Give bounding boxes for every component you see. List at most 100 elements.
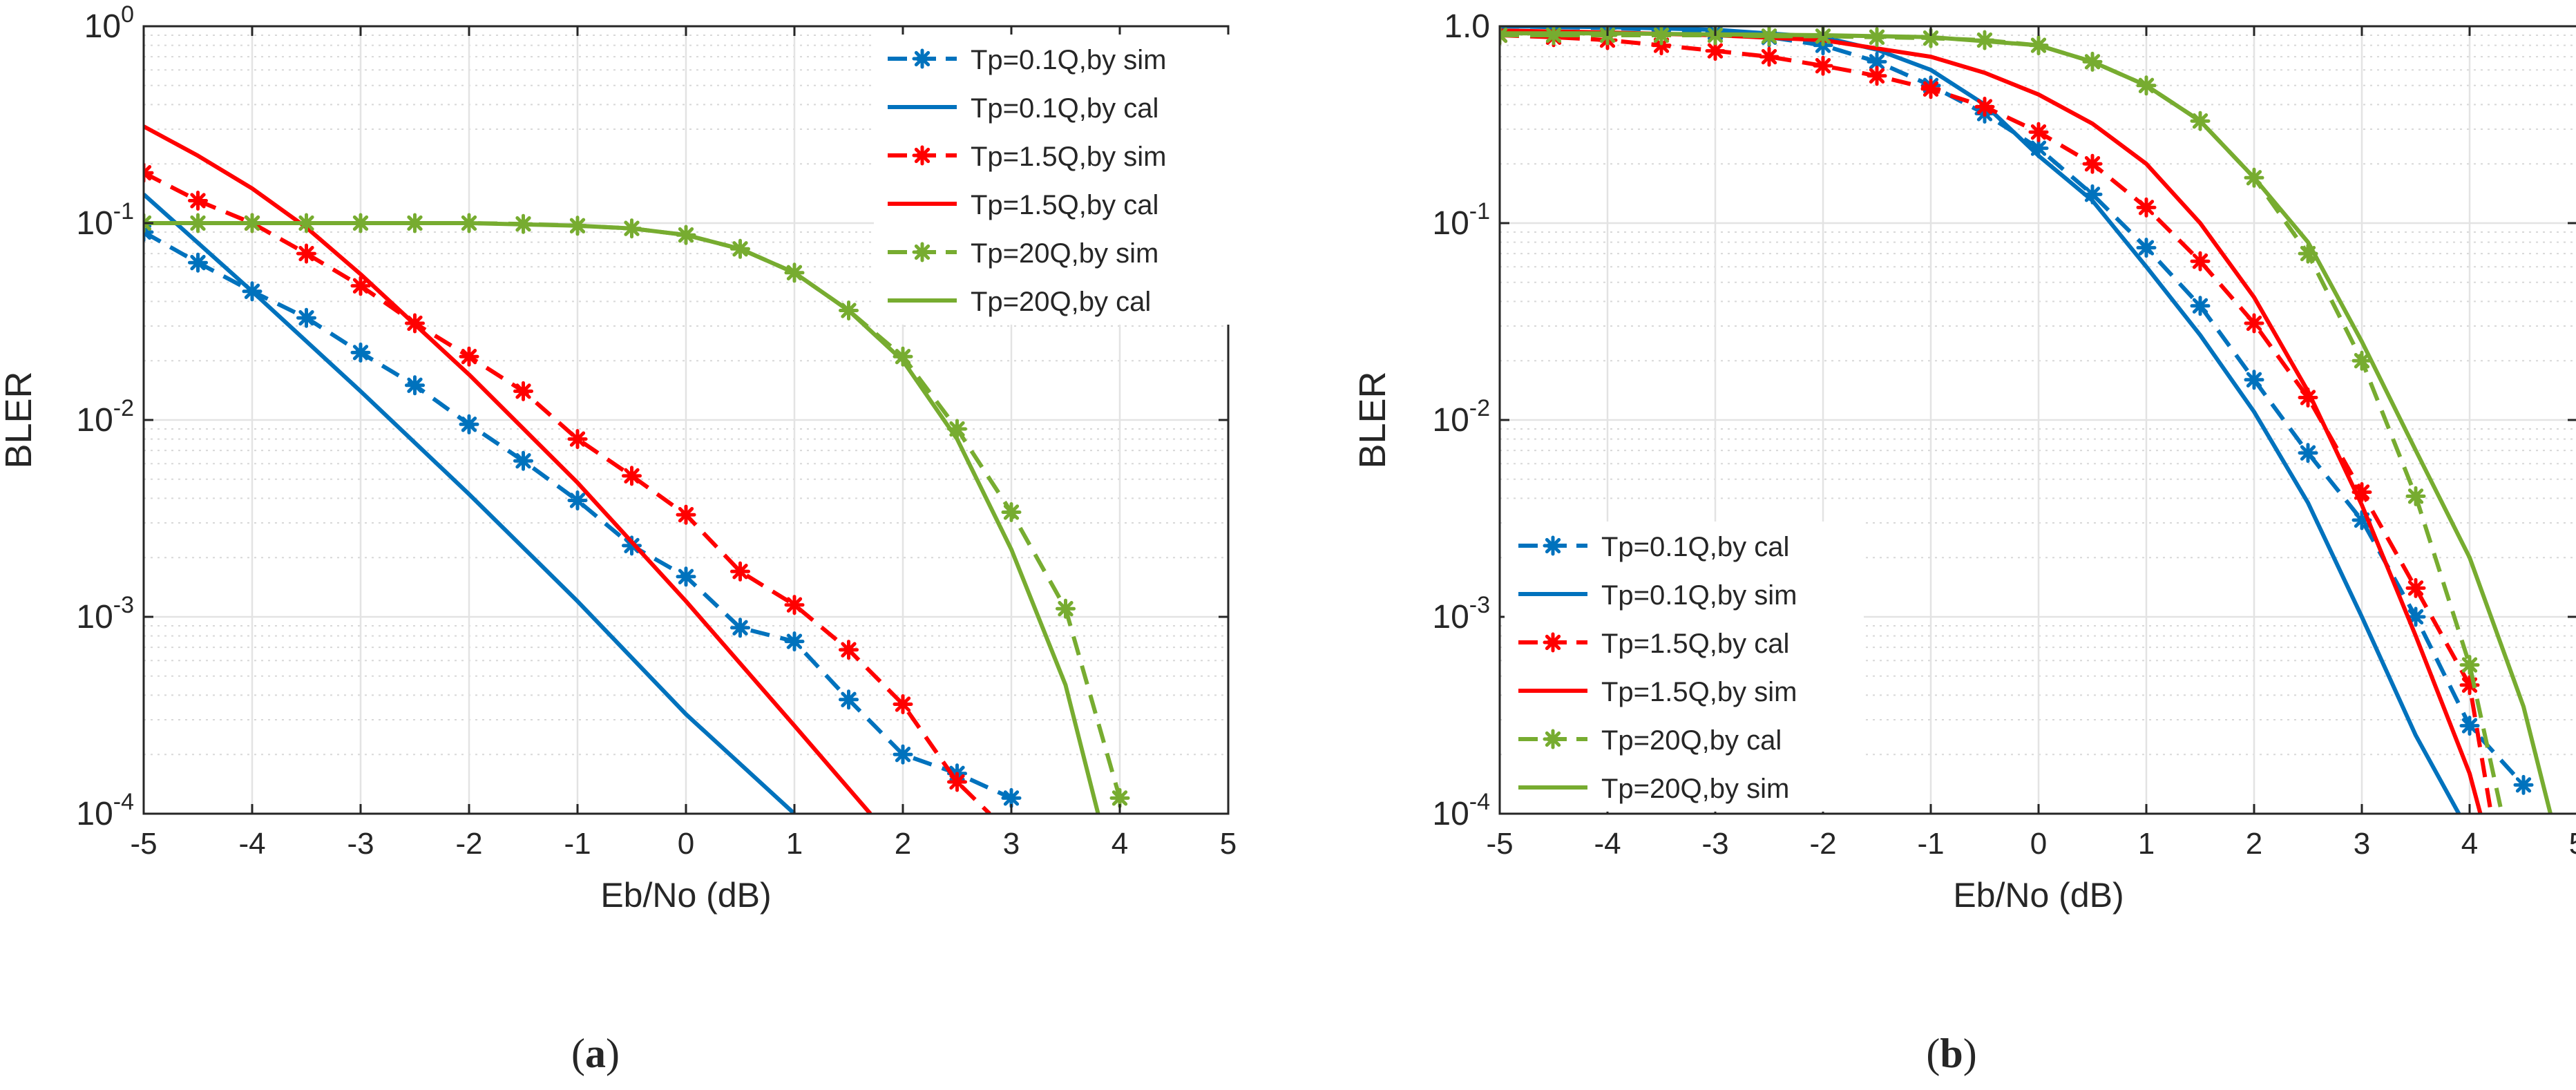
x-tick-label: 0 [678, 827, 694, 861]
data-point [2459, 655, 2480, 676]
data-point [2459, 716, 2480, 736]
data-point [1759, 46, 1780, 67]
legend-label-5: Tp=20Q,by sim [1601, 774, 1789, 804]
data-point [2405, 486, 2426, 506]
data-point [2405, 577, 2426, 598]
x-tick-label: -2 [1809, 827, 1836, 861]
data-point [405, 375, 425, 396]
data-point [513, 381, 533, 401]
x-tick-label: -5 [1486, 827, 1513, 861]
panel-caption: (a) [571, 1031, 620, 1076]
x-tick-label: -1 [564, 827, 591, 861]
data-point [2190, 296, 2211, 316]
legend-label-5: Tp=20Q,by cal [971, 287, 1151, 317]
data-point [839, 640, 859, 660]
data-point [1813, 55, 1833, 76]
y-axis-label: BLER [0, 371, 39, 468]
y-tick-label: 10-2 [76, 395, 134, 439]
x-tick-label: 1 [2138, 827, 2155, 861]
data-point [1001, 502, 1022, 522]
legend-label-2: Tp=1.5Q,by sim [971, 142, 1166, 172]
x-tick-label: 4 [2461, 827, 2478, 861]
x-tick-label: 1 [786, 827, 803, 861]
data-point [1867, 66, 1887, 86]
y-tick-label: 10-1 [76, 198, 134, 242]
legend-marker [1543, 535, 1563, 556]
data-point [730, 561, 750, 582]
data-point [296, 243, 316, 264]
data-point [567, 490, 588, 510]
data-point [676, 566, 696, 587]
series-line-2 [144, 171, 991, 814]
legend-marker [1543, 729, 1563, 749]
data-point [2244, 313, 2264, 334]
panel-caption: (b) [1926, 1031, 1976, 1076]
legend-marker [912, 242, 933, 262]
x-tick-label: 2 [895, 827, 911, 861]
series-line-0 [144, 230, 1013, 801]
y-tick-label: 10-4 [76, 789, 134, 832]
x-tick-label: -1 [1917, 827, 1944, 861]
x-tick-label: -2 [455, 827, 482, 861]
legend: Tp=0.1Q,by cal Tp=0.1Q,by sim Tp=1.5Q,by c… [1505, 522, 1864, 812]
data-point [676, 504, 696, 525]
data-point [2351, 350, 2372, 371]
data-point [296, 307, 316, 328]
series-group [1500, 26, 2553, 814]
data-point [2244, 370, 2264, 390]
legend-label-3: Tp=1.5Q,by sim [1601, 677, 1797, 707]
data-point [188, 252, 208, 273]
legend-label-0: Tp=0.1Q,by sim [971, 45, 1166, 75]
legend-label-3: Tp=1.5Q,by cal [971, 190, 1158, 220]
x-tick-label: -3 [347, 827, 374, 861]
data-point [730, 618, 750, 638]
legend-label-0: Tp=0.1Q,by cal [1601, 532, 1789, 562]
legend-box [874, 35, 1233, 325]
data-point [1920, 79, 1941, 99]
data-point [1109, 787, 1130, 808]
data-point [2513, 774, 2534, 795]
chart-panel-b: -5 -4 -3 -2 -1 0 1 2 3 4 5 1.0 10-1 10-2 10-3 10-4 Eb/No… [1352, 8, 2576, 1076]
legend-box [1505, 522, 1864, 812]
data-point [350, 342, 371, 363]
x-tick-label: 4 [1112, 827, 1128, 861]
y-tick-label: 10-3 [1432, 592, 1490, 635]
legend-label-2: Tp=1.5Q,by cal [1601, 629, 1789, 659]
x-tick-label: -3 [1701, 827, 1728, 861]
series-line-5 [1500, 31, 2553, 814]
data-point [567, 429, 588, 450]
series-group [144, 124, 1130, 814]
y-tick-label: 10-4 [1432, 789, 1490, 832]
data-point [2298, 443, 2318, 463]
data-point [947, 772, 967, 792]
data-point [1001, 787, 1022, 808]
y-tick-label: 10-1 [1432, 198, 1490, 242]
x-tick-label: 0 [2030, 827, 2047, 861]
x-tick-label: 5 [2569, 827, 2576, 861]
legend-marker [912, 145, 933, 166]
x-tick-label: 5 [1220, 827, 1237, 861]
data-point [622, 466, 642, 486]
legend-marker [912, 48, 933, 69]
data-point [513, 450, 533, 471]
data-point [2028, 122, 2049, 142]
series-line-5 [144, 221, 1100, 814]
y-tick-label: 1.0 [1444, 8, 1490, 45]
series-line-1 [144, 193, 796, 814]
data-point [784, 595, 805, 615]
data-point [1705, 41, 1726, 61]
data-point [893, 744, 913, 765]
x-tick-label: -5 [130, 827, 157, 861]
x-tick-label: -4 [1594, 827, 1621, 861]
legend-label-4: Tp=20Q,by sim [971, 238, 1158, 269]
x-tick-label: 3 [1003, 827, 1020, 861]
data-point [893, 694, 913, 714]
data-point [839, 689, 859, 710]
legend: Tp=0.1Q,by sim Tp=0.1Q,by cal Tp=1.5Q,by s… [874, 35, 1233, 325]
data-point [1056, 598, 1076, 619]
data-point [2136, 197, 2157, 218]
legend-marker [1543, 632, 1563, 653]
legend-label-4: Tp=20Q,by cal [1601, 725, 1782, 756]
x-axis-label: Eb/No (dB) [600, 876, 771, 915]
chart-panel-a: -5 -4 -3 -2 -1 0 1 2 3 4 5 100 10-1 10-2 10-3 10-4 Eb/No… [0, 1, 1237, 1076]
